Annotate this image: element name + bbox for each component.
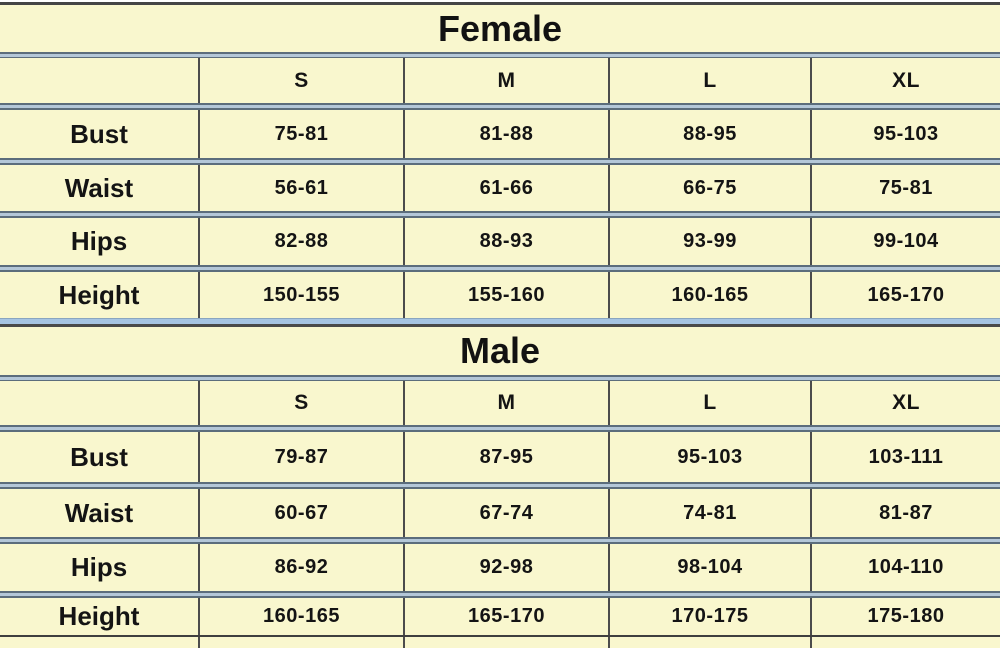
size-column-header-s: S xyxy=(198,381,403,425)
measurement-value: 103-111 xyxy=(810,432,1000,482)
cropped-cell xyxy=(0,637,198,648)
measurement-value: 88-95 xyxy=(608,110,810,158)
section-divider-line xyxy=(0,324,1000,327)
cropped-cell xyxy=(403,637,608,648)
header-empty-cell xyxy=(0,381,198,425)
row-separator xyxy=(0,103,1000,110)
measurement-value: 95-103 xyxy=(608,432,810,482)
measurement-value: 75-81 xyxy=(198,110,403,158)
measurement-value: 98-104 xyxy=(608,544,810,591)
row-separator xyxy=(0,265,1000,272)
measurement-value: 79-87 xyxy=(198,432,403,482)
table-row-female-bust: Bust 75-81 81-88 88-95 95-103 xyxy=(0,110,1000,158)
table-row-male-hips: Hips 86-92 92-98 98-104 104-110 xyxy=(0,544,1000,591)
table-row-female-hips: Hips 82-88 88-93 93-99 99-104 xyxy=(0,218,1000,265)
measurement-value: 81-87 xyxy=(810,489,1000,537)
measurement-value: 67-74 xyxy=(403,489,608,537)
measurement-value: 170-175 xyxy=(608,598,810,635)
row-separator xyxy=(0,211,1000,218)
measurement-value: 92-98 xyxy=(403,544,608,591)
measurement-value: 160-165 xyxy=(608,272,810,318)
measurement-value: 56-61 xyxy=(198,165,403,211)
size-column-header-xl: XL xyxy=(810,58,1000,103)
row-label: Bust xyxy=(70,441,128,472)
cropped-cell xyxy=(198,637,403,648)
size-column-header-s: S xyxy=(198,58,403,103)
male-section-title: Male xyxy=(0,327,1000,375)
size-column-header-l: L xyxy=(608,381,810,425)
measurement-value: 95-103 xyxy=(810,110,1000,158)
measurement-value: 75-81 xyxy=(810,165,1000,211)
measurement-value: 87-95 xyxy=(403,432,608,482)
table-top-border xyxy=(0,2,1000,5)
size-column-header-m: M xyxy=(403,58,608,103)
measurement-value: 93-99 xyxy=(608,218,810,265)
measurement-value: 150-155 xyxy=(198,272,403,318)
table-row-female-waist: Waist 56-61 61-66 66-75 75-81 xyxy=(0,165,1000,211)
bottom-cropped-strip xyxy=(0,637,1000,648)
row-separator xyxy=(0,591,1000,598)
female-size-header-row: S M L XL xyxy=(0,58,1000,103)
table-bottom-border xyxy=(0,635,1000,637)
table-row-male-height: Height 160-165 165-170 170-175 175-180 xyxy=(0,598,1000,635)
size-column-header-m: M xyxy=(403,381,608,425)
measurement-value: 81-88 xyxy=(403,110,608,158)
measurement-value: 66-75 xyxy=(608,165,810,211)
female-section-title: Female xyxy=(0,5,1000,52)
male-size-header-row: S M L XL xyxy=(0,381,1000,425)
row-label: Height xyxy=(58,601,140,631)
row-separator xyxy=(0,537,1000,544)
row-label: Waist xyxy=(64,497,134,528)
female-size-table: Female S M L XL Bust 75-81 81-88 88-95 9… xyxy=(0,5,1000,318)
measurement-value: 175-180 xyxy=(810,598,1000,635)
table-row-male-bust: Bust 79-87 87-95 95-103 103-111 xyxy=(0,432,1000,482)
cropped-cell xyxy=(608,637,810,648)
row-separator xyxy=(0,375,1000,381)
measurement-value: 61-66 xyxy=(403,165,608,211)
row-separator xyxy=(0,52,1000,58)
measurement-value: 155-160 xyxy=(403,272,608,318)
row-label: Waist xyxy=(64,172,134,203)
male-size-table: Male S M L XL Bust 79-87 87-95 95-103 10… xyxy=(0,327,1000,635)
measurement-value: 74-81 xyxy=(608,489,810,537)
row-label: Hips xyxy=(70,552,128,582)
measurement-value: 86-92 xyxy=(198,544,403,591)
top-margin xyxy=(0,0,1000,2)
measurement-value: 60-67 xyxy=(198,489,403,537)
size-column-header-xl: XL xyxy=(810,381,1000,425)
measurement-value: 165-170 xyxy=(810,272,1000,318)
measurement-value: 165-170 xyxy=(403,598,608,635)
row-separator xyxy=(0,158,1000,165)
measurement-value: 99-104 xyxy=(810,218,1000,265)
header-empty-cell xyxy=(0,58,198,103)
row-label: Hips xyxy=(70,226,128,256)
size-column-header-l: L xyxy=(608,58,810,103)
table-row-male-waist: Waist 60-67 67-74 74-81 81-87 xyxy=(0,489,1000,537)
measurement-value: 160-165 xyxy=(198,598,403,635)
table-row-female-height: Height 150-155 155-160 160-165 165-170 xyxy=(0,272,1000,318)
measurement-value: 104-110 xyxy=(810,544,1000,591)
cropped-cell xyxy=(810,637,1000,648)
measurement-value: 88-93 xyxy=(403,218,608,265)
row-label: Height xyxy=(58,279,140,310)
measurement-value: 82-88 xyxy=(198,218,403,265)
row-label: Bust xyxy=(70,118,128,149)
section-divider xyxy=(0,318,1000,324)
row-separator xyxy=(0,482,1000,489)
row-separator xyxy=(0,425,1000,432)
